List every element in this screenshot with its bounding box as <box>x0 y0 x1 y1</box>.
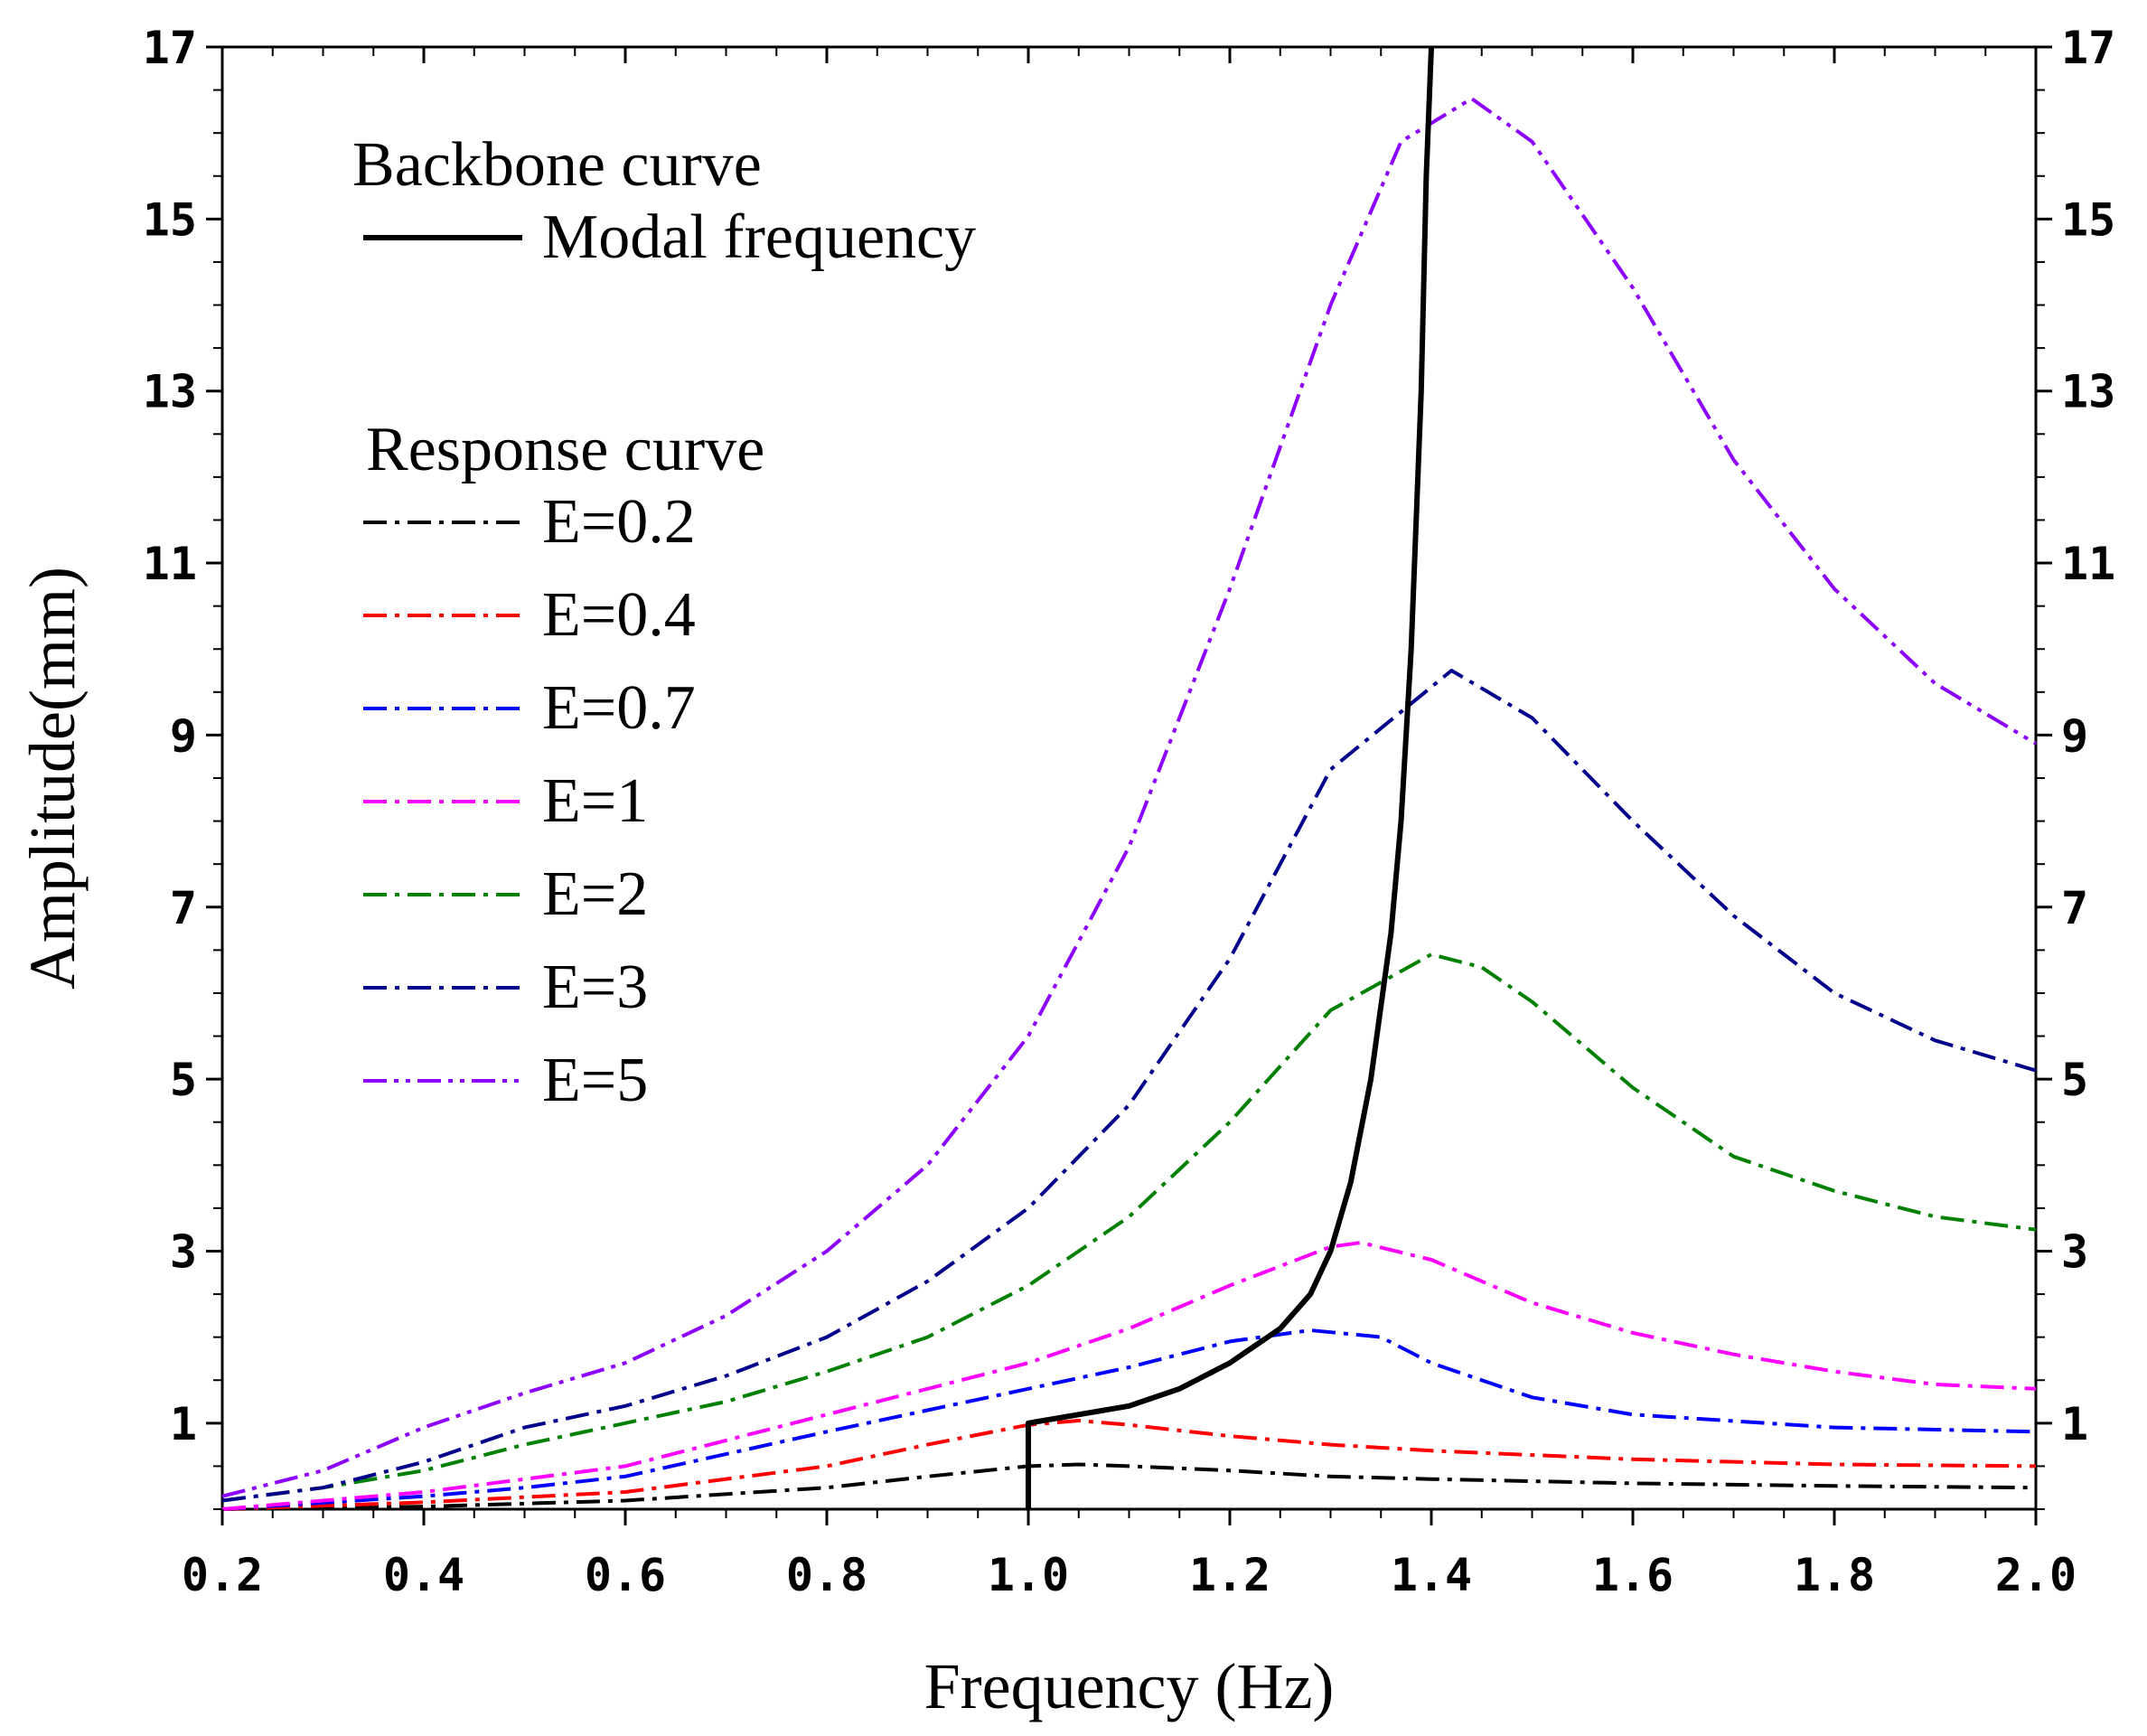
y-tick-label-left: 5 <box>170 1054 197 1106</box>
legend-label-e-3: E=3 <box>542 952 648 1022</box>
y-tick-label-right: 1 <box>2061 1398 2088 1450</box>
x-tick-label: 2.0 <box>1995 1549 2077 1601</box>
legend-entries: Modal frequency E=0.2 E=0.4 E=0.7 E=1 E=2 E=3 E… <box>363 202 976 1115</box>
y-tick-label-left: 9 <box>170 709 197 762</box>
legend-label-e-2: E=2 <box>542 859 648 929</box>
legend-response-heading: Response curve <box>366 415 764 484</box>
y-tick-label-left: 13 <box>143 366 197 418</box>
x-tick-label: 0.2 <box>182 1549 263 1601</box>
y-tick-label-left: 15 <box>143 193 197 246</box>
legend-label-e-5: E=5 <box>542 1046 648 1115</box>
y-tick-label-right: 7 <box>2061 882 2088 934</box>
legend-backbone-heading: Backbone curve <box>352 130 762 200</box>
x-tick-label: 1.0 <box>988 1549 1069 1601</box>
x-tick-label: 0.8 <box>786 1549 867 1601</box>
x-tick-label: 1.6 <box>1592 1549 1674 1601</box>
legend: Backbone curve Response curve Modal freq… <box>352 130 976 1115</box>
labels-layer: 0.2 0.4 0.6 0.8 1.0 1.2 1.4 1.6 1.8 2.01 13 35 57 79 9… <box>143 22 2115 1601</box>
series-line-e-0-4 <box>221 1419 2037 1511</box>
y-tick-label-right: 5 <box>2061 1054 2088 1106</box>
series-line-e-0-2 <box>221 1462 2037 1511</box>
legend-label-e-0-2: E=0.2 <box>542 487 696 557</box>
y-tick-label-left: 11 <box>143 538 197 590</box>
x-axis-title: Frequency (Hz) <box>924 1650 1335 1722</box>
y-axis-title: Amplitude(mm) <box>16 567 89 990</box>
legend-label-e-0-7: E=0.7 <box>542 673 696 743</box>
x-tick-label: 1.8 <box>1794 1549 1875 1601</box>
y-tick-label-right: 17 <box>2061 22 2115 74</box>
y-tick-label-right: 15 <box>2061 193 2115 246</box>
x-tick-label: 0.4 <box>383 1549 464 1601</box>
x-tick-label: 0.6 <box>585 1549 666 1601</box>
x-tick-label: 1.4 <box>1391 1549 1472 1601</box>
ticks-layer <box>206 45 2052 1525</box>
series-line-e-2 <box>221 952 2037 1503</box>
plot-frame <box>220 45 2038 1511</box>
series-line-e-0-7 <box>221 1328 2037 1511</box>
series-line-e-1 <box>221 1241 2037 1511</box>
series-line-e-5 <box>221 97 2038 1498</box>
y-tick-label-right: 11 <box>2061 538 2115 590</box>
y-tick-label-left: 7 <box>170 882 197 934</box>
plot-border <box>220 45 2038 1511</box>
legend-label-e-1: E=1 <box>542 766 648 836</box>
y-tick-label-left: 3 <box>170 1225 197 1278</box>
series-layer <box>221 46 2038 1511</box>
x-tick-label: 1.2 <box>1189 1549 1270 1601</box>
y-tick-label-left: 1 <box>170 1398 197 1450</box>
series-line-modal-frequency <box>1026 46 1434 1509</box>
legend-label-e-0-4: E=0.4 <box>542 580 696 650</box>
y-tick-label-right: 13 <box>2061 366 2115 418</box>
y-tick-label-right: 9 <box>2061 709 2088 762</box>
y-tick-label-right: 3 <box>2061 1225 2088 1278</box>
legend-label-modal-frequency: Modal frequency <box>542 202 976 272</box>
series-line-e-3 <box>221 669 2037 1503</box>
y-tick-label-left: 17 <box>143 22 197 74</box>
